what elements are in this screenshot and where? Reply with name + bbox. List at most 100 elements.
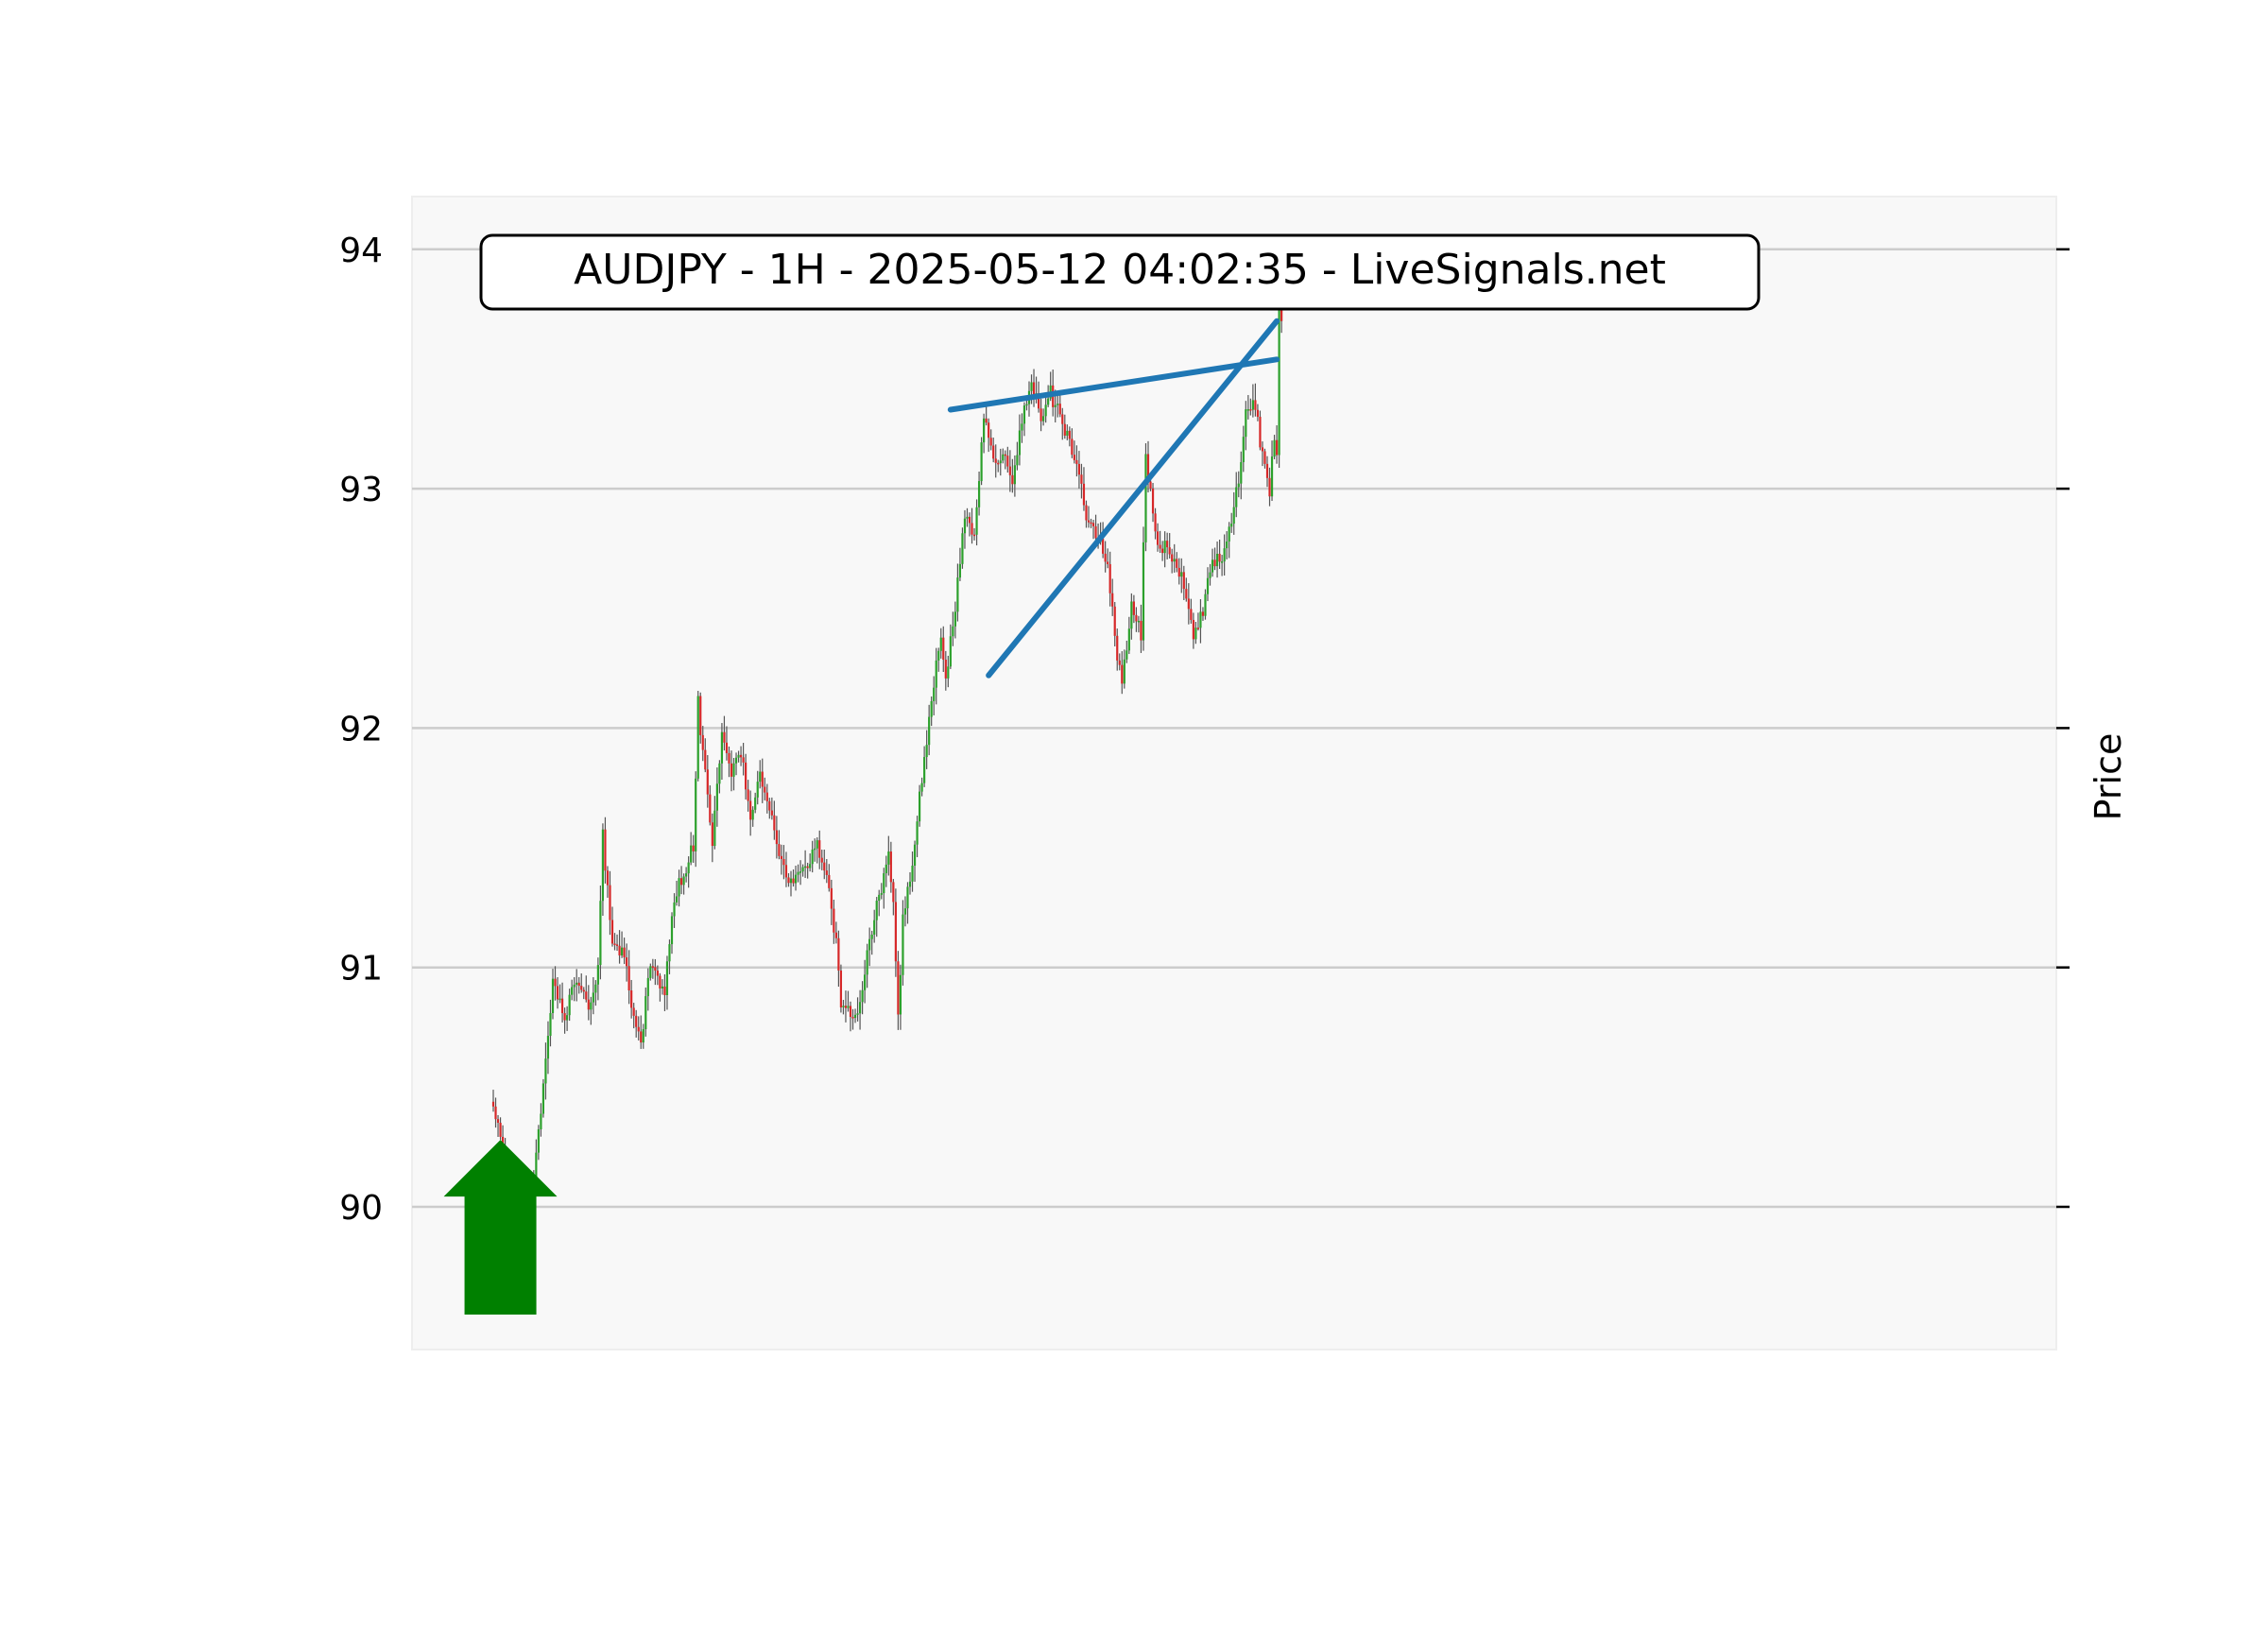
candle-body [947, 666, 950, 679]
candle-body [1068, 430, 1071, 439]
candle-body [801, 867, 804, 872]
candle-body [903, 908, 907, 915]
candle-body [756, 782, 759, 798]
candle-body [1278, 284, 1280, 456]
candle-body [1237, 483, 1240, 488]
candle-body [1130, 601, 1133, 629]
candle-body [646, 977, 649, 997]
candle-body [711, 822, 713, 847]
candle-body [571, 987, 574, 995]
candle-body [699, 696, 702, 735]
candle-body [678, 878, 680, 897]
candle-body [1270, 456, 1274, 497]
candle-body [782, 858, 785, 866]
candle-body [992, 445, 995, 459]
candle-body [775, 830, 778, 845]
candle-body [587, 999, 590, 1010]
candle-body [544, 1058, 547, 1084]
candle-body [635, 1015, 638, 1027]
candle-body [784, 865, 788, 878]
candle-body [601, 829, 605, 902]
signal-arrow [443, 1140, 558, 1315]
candle-body [1082, 483, 1086, 506]
candle-body [1163, 541, 1166, 554]
candle-body [594, 984, 597, 993]
candle-body [999, 460, 1002, 464]
candle-body [1085, 505, 1088, 521]
candle-body [1075, 459, 1078, 464]
candle-body [558, 998, 561, 1001]
candle-body [1127, 628, 1130, 651]
candle-body [563, 1013, 566, 1021]
candle-body [610, 920, 614, 944]
candle-body [737, 754, 740, 758]
candle-body [837, 937, 840, 971]
candle-body [818, 840, 821, 858]
candle-body [1102, 538, 1105, 554]
candle-body [983, 418, 986, 443]
candle-body [792, 878, 795, 884]
candle-body [535, 1152, 538, 1184]
candle-body [713, 810, 716, 847]
candle-body [989, 438, 992, 446]
candle-body [609, 885, 611, 920]
candle-body [679, 878, 683, 886]
candle-body [1268, 477, 1271, 497]
candle-body [668, 944, 671, 962]
candle-body [1016, 455, 1019, 466]
candle-body [966, 516, 969, 519]
candle-body [1182, 572, 1185, 590]
candle-body [780, 855, 783, 859]
candle-body [1054, 404, 1057, 407]
trendline-upper [947, 356, 1280, 413]
candle-body [537, 1128, 540, 1153]
candle-body [1149, 481, 1152, 489]
candle-body [1118, 660, 1121, 665]
candle-body [651, 966, 654, 968]
candle-body [1275, 439, 1279, 456]
candle-body [853, 1014, 857, 1019]
candle-body [870, 934, 873, 939]
candle-body [1107, 561, 1109, 564]
candle-body [1199, 611, 1202, 628]
candle-body [1094, 525, 1097, 539]
candle-body [701, 734, 704, 750]
candle-body [682, 876, 685, 886]
candle-body [1168, 547, 1171, 555]
candle-body [732, 763, 735, 777]
candle-body [942, 637, 945, 660]
candle-body [556, 986, 559, 1000]
candle-body [546, 1036, 550, 1059]
candle-body [620, 947, 624, 955]
candle-body [718, 763, 721, 784]
candle-body [644, 996, 647, 1030]
candle-body [858, 1002, 862, 1014]
candle-body [659, 975, 662, 989]
candle-body [866, 950, 868, 975]
candle-body [856, 1013, 859, 1015]
candle-body [1156, 531, 1160, 545]
candle-body [690, 845, 693, 863]
candle-body [1113, 606, 1116, 636]
candle-body [751, 809, 754, 820]
candle-body [997, 462, 1000, 465]
candle-body [1180, 572, 1183, 577]
candle-body [637, 1026, 640, 1032]
candle-body [825, 870, 828, 875]
chart-title: AUDJPY - 1H - 2025-05-12 04:02:35 - Live… [574, 246, 1666, 294]
candle-body [844, 1006, 848, 1008]
candle-body [928, 716, 931, 746]
candle-body [1071, 439, 1074, 456]
candle-body [1201, 611, 1205, 616]
candle-body [728, 752, 730, 764]
candle-body [778, 844, 781, 856]
candle-body [640, 1031, 643, 1043]
candle-body [806, 866, 809, 869]
candle-body [1176, 559, 1178, 568]
candle-body [765, 792, 768, 801]
candle-body [720, 731, 724, 764]
candle-body [1218, 553, 1221, 562]
candle-body [883, 873, 885, 894]
candle-body [944, 659, 947, 679]
candle-body [889, 851, 892, 883]
